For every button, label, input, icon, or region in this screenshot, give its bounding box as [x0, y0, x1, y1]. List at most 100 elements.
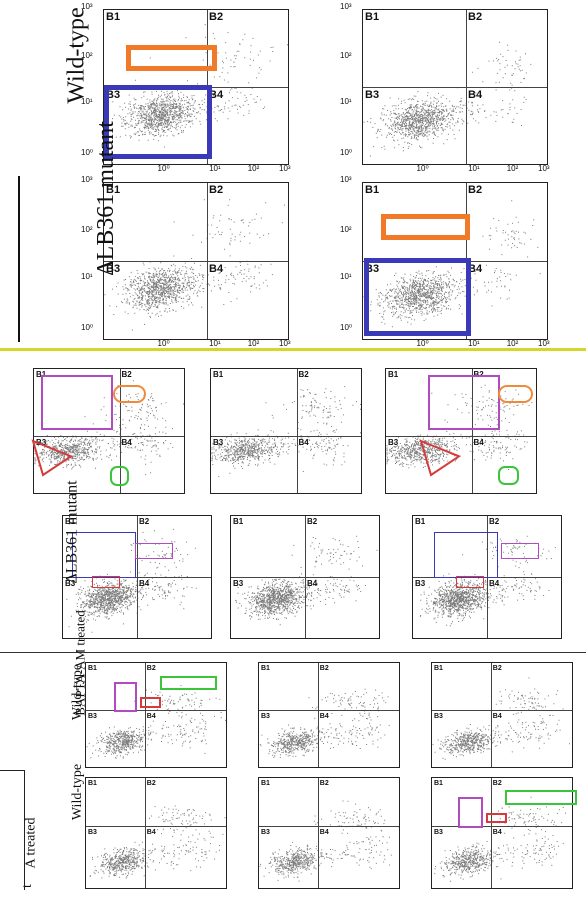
quadrant-divider-vertical [471, 369, 473, 493]
quadrant-label-b4: B4 [146, 712, 156, 720]
y-tick-label: 10¹ [340, 97, 352, 107]
x-tick-label: 10¹ [468, 164, 480, 173]
quadrant-label-b1: B1 [434, 780, 443, 787]
quadrant-label-b4: B4 [489, 579, 500, 588]
row-label-mutant-b: ΔLB361 mutant [63, 480, 81, 584]
plot-c-bapta-2: B1 B2 B3 B4 [258, 662, 400, 768]
y-tick-label: 10³ [81, 2, 93, 11]
y-tick-label: 10² [340, 224, 352, 234]
plot-a-wildtype-2: B1 B2 B3 B4 [362, 9, 548, 165]
x-tick-label: 10³ [538, 164, 550, 173]
quadrant-label-b3: B3 [261, 829, 270, 837]
quadrant-divider-vertical [317, 778, 319, 888]
x-tick-label: 10³ [279, 339, 291, 348]
plot-b-mutant-2: B1 B2 B3 B4 [230, 515, 380, 639]
quadrant-divider-vertical [144, 778, 146, 888]
quadrant-label-b2: B2 [298, 370, 309, 379]
scatter-points [386, 384, 533, 470]
y-tick-label: 10³ [81, 175, 93, 184]
scatter-points [259, 800, 399, 882]
scatter-points [86, 685, 226, 759]
quadrant-label-b3: B3 [434, 829, 443, 837]
gate-purple-b2 [135, 543, 173, 559]
gate-purple-b3 [428, 375, 500, 430]
quadrant-label-b2: B2 [473, 370, 484, 379]
quadrant-label-b2: B2 [146, 780, 156, 787]
x-tick-label: 10¹ [468, 339, 480, 348]
scatter-points [105, 24, 288, 148]
gate-purple-c1 [114, 682, 137, 712]
quadrant-label-b3: B3 [415, 579, 426, 588]
quadrant-label-b2: B2 [121, 370, 132, 379]
gate-red-c1 [140, 697, 161, 708]
quadrant-label-b1: B1 [106, 184, 121, 196]
quadrant-divider-horizontal [259, 826, 399, 828]
quadrant-label-b4: B4 [298, 437, 309, 447]
quadrant-label-b2: B2 [319, 780, 329, 787]
quadrant-label-b4: B4 [468, 89, 483, 101]
row-label-wildtype-c2: Wild-type [70, 763, 86, 820]
quadrant-label-b4: B4 [492, 712, 502, 720]
quadrant-label-b3: B3 [88, 712, 97, 720]
x-tick-label: 10⁰ [157, 164, 170, 173]
row-bracket [18, 176, 20, 342]
scatter-points [432, 677, 570, 760]
quadrant-label-b4: B4 [146, 829, 156, 837]
x-tick-label: 10⁰ [416, 339, 429, 348]
quadrant-label-b1: B1 [88, 780, 97, 787]
quadrant-label-b3: B3 [365, 89, 380, 101]
gate-blue-a1 [104, 85, 212, 159]
quadrant-label-b4: B4 [319, 712, 329, 720]
scatter-points [104, 199, 285, 331]
row-bracket-c [24, 770, 25, 890]
row-label-a-treated: A treated [23, 817, 39, 868]
x-tick-label: 10² [247, 339, 260, 348]
quadrant-divider-vertical [317, 663, 319, 767]
row-label-wildtype-a: Wild-type [63, 7, 90, 104]
x-tick-label: 10¹ [209, 339, 221, 348]
quadrant-divider-horizontal [211, 435, 361, 437]
quadrant-label-b2: B2 [209, 11, 224, 23]
separator-dark [0, 652, 586, 653]
plot-a-mutant-1: B1 B2 B3 B4 [103, 182, 289, 340]
quadrant-divider-horizontal [63, 577, 211, 578]
gate-red-triangle-b3 [419, 439, 461, 477]
gate-blue-a2 [364, 258, 471, 336]
quadrant-label-b3: B3 [233, 579, 244, 588]
quadrant-divider-horizontal [259, 709, 399, 711]
x-tick-label: 10⁰ [157, 339, 170, 348]
quadrant-label-b1: B1 [434, 665, 443, 672]
gate-green-c1 [160, 676, 217, 690]
gate-red-b2 [92, 576, 120, 588]
y-tick-label: 10³ [340, 175, 352, 184]
gate-purple-c2 [458, 797, 483, 828]
gate-purple-b4 [501, 543, 539, 559]
quadrant-label-b3: B3 [106, 89, 121, 101]
quadrant-divider-vertical [119, 369, 121, 493]
x-tick-label: 10³ [279, 164, 291, 173]
quadrant-label-b2: B2 [492, 665, 502, 672]
plot-c-treated-1: B1 B2 B3 B4 [85, 777, 227, 889]
quadrant-divider-horizontal [104, 261, 288, 262]
y-tick-label: 10⁰ [340, 323, 353, 333]
quadrant-label-b4: B4 [468, 263, 483, 275]
scatter-points [235, 535, 378, 626]
quadrant-divider-horizontal [432, 826, 572, 828]
quadrant-divider-vertical [490, 778, 492, 888]
y-tick-label: 10² [81, 224, 93, 234]
gate-purple-b1 [41, 375, 113, 430]
gate-green-c2 [505, 790, 577, 805]
quadrant-label-b2: B2 [209, 184, 224, 196]
quadrant-label-b2: B2 [468, 11, 483, 23]
x-tick-label: 10⁰ [416, 164, 429, 173]
gate-red-c2 [486, 813, 507, 823]
plot-b-top-1: B1 B2 B3 B4 [33, 368, 185, 494]
quadrant-label-b2: B2 [468, 184, 483, 196]
gate-orange-b1 [113, 385, 146, 403]
plot-c-bapta-1: B1 B2 B3 B4 [85, 662, 227, 768]
y-tick-label: 10² [81, 51, 93, 61]
quadrant-label-b1: B1 [36, 370, 47, 379]
y-tick-label: 10⁰ [81, 148, 94, 158]
quadrant-label-b3: B3 [65, 579, 76, 588]
